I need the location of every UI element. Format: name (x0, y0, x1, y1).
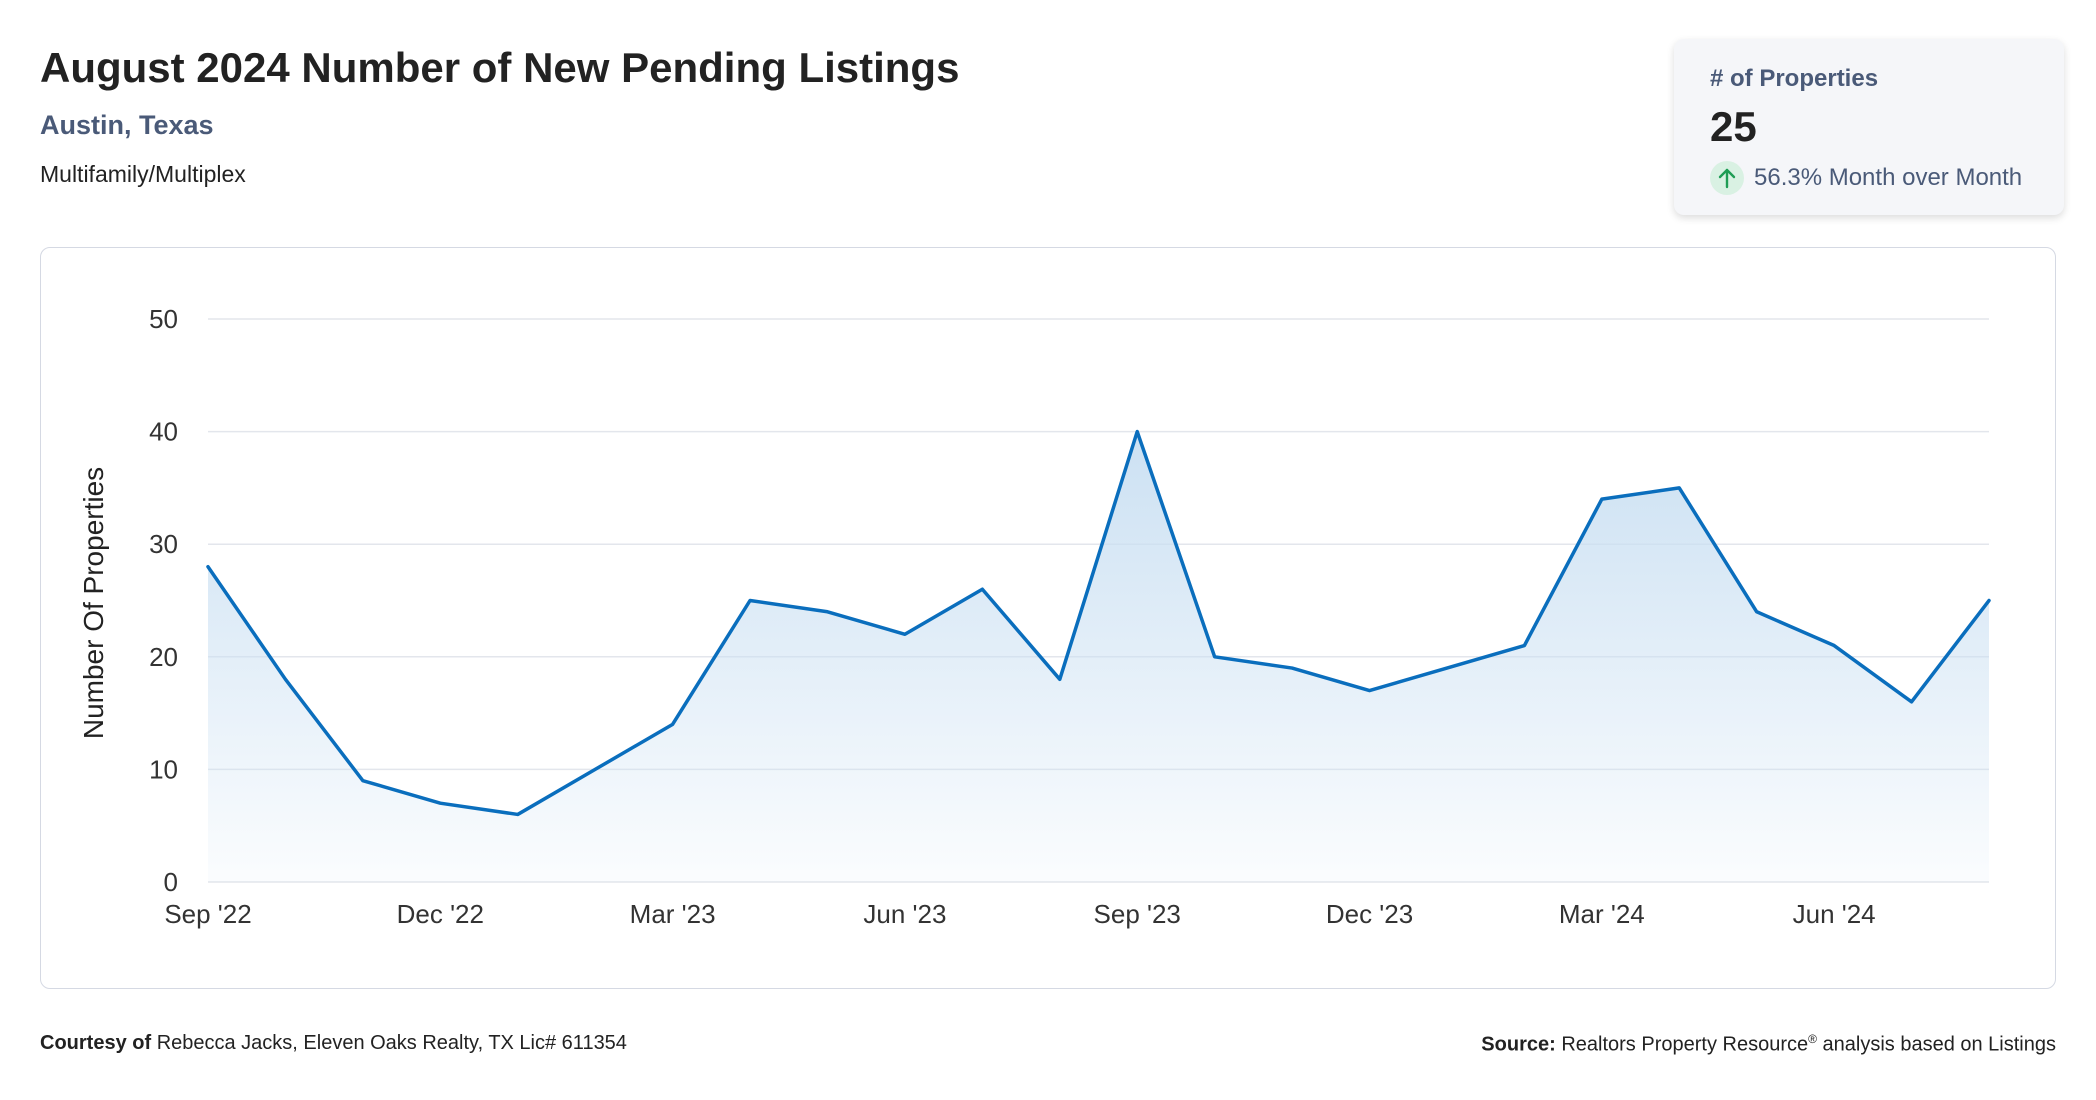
data-point (1831, 642, 1838, 649)
arrow-up-icon (1710, 161, 1744, 195)
data-point (359, 777, 366, 784)
data-point (1211, 653, 1218, 660)
y-axis-label: Number Of Properties (78, 467, 109, 739)
x-tick-label: Dec '23 (1326, 899, 1413, 929)
registered-mark: ® (1808, 1032, 1817, 1046)
x-tick-label: Sep '23 (1094, 899, 1181, 929)
courtesy-text: Rebecca Jacks, Eleven Oaks Realty, TX Li… (156, 1032, 627, 1054)
y-tick-label: 0 (164, 867, 178, 897)
data-point (1598, 496, 1605, 503)
line-chart: 0 10 20 30 40 50 Sep '22 Dec '22 Mar '23 Jun '23… (78, 304, 1993, 929)
data-point (669, 721, 676, 728)
data-point (1289, 665, 1296, 672)
x-tick-label: Jun '23 (863, 899, 946, 929)
kpi-card: # of Properties 25 56.3% Month over Mont… (1674, 39, 2064, 215)
y-tick-label: 50 (149, 304, 178, 334)
x-tick-label: Mar '24 (1559, 899, 1645, 929)
data-point (1443, 665, 1450, 672)
data-point (1521, 642, 1528, 649)
y-tick-label: 10 (149, 754, 178, 784)
data-point (1134, 428, 1141, 435)
data-point (1366, 687, 1373, 694)
x-tick-label: Jun '24 (1793, 899, 1876, 929)
chart-card: 0 10 20 30 40 50 Sep '22 Dec '22 Mar '23 Jun '23… (40, 247, 2056, 989)
data-point (1056, 676, 1063, 683)
x-tick-label: Dec '22 (397, 899, 484, 929)
source-name: Realtors Property Resource (1561, 1033, 1809, 1056)
y-tick-label: 20 (149, 642, 178, 672)
source-footer: Source: Realtors Property Resource® anal… (1481, 1032, 2056, 1057)
series-area (208, 431, 1989, 882)
data-point (205, 563, 212, 570)
data-point (437, 800, 444, 807)
page-title: August 2024 Number of New Pending Listin… (40, 44, 960, 91)
data-point (1753, 608, 1760, 615)
data-point (747, 597, 754, 604)
data-point (1986, 597, 1993, 604)
x-tick-label: Sep '22 (164, 899, 251, 929)
source-suffix: analysis based on Listings (1822, 1033, 2056, 1056)
x-tick-label: Mar '23 (630, 899, 716, 929)
y-tick-label: 30 (149, 529, 178, 559)
kpi-change-text: 56.3% Month over Month (1754, 164, 2023, 191)
y-axis-ticks: 0 10 20 30 40 50 (149, 304, 178, 897)
data-point (1908, 698, 1915, 705)
courtesy-footer: Courtesy of Rebecca Jacks, Eleven Oaks R… (40, 1032, 627, 1055)
kpi-change: 56.3% Month over Month (1710, 161, 2022, 195)
line-layer (205, 428, 1993, 818)
data-point (901, 631, 908, 638)
location-subtitle: Austin, Texas (40, 110, 214, 140)
data-point (282, 676, 289, 683)
series-line (206, 429, 1991, 817)
area-layer (208, 431, 1989, 882)
property-type-label: Multifamily/Multiplex (40, 161, 246, 187)
kpi-value: 25 (1710, 103, 1757, 150)
data-point (592, 766, 599, 773)
kpi-label: # of Properties (1710, 65, 1879, 92)
y-tick-label: 40 (149, 417, 178, 447)
data-point (824, 608, 831, 615)
courtesy-label: Courtesy of (40, 1032, 152, 1054)
x-axis-ticks: Sep '22 Dec '22 Mar '23 Jun '23 Sep '23 Dec '… (164, 899, 1875, 929)
data-point (1676, 484, 1683, 491)
data-point (979, 586, 986, 593)
data-point (514, 811, 521, 818)
source-label: Source: (1481, 1033, 1556, 1056)
